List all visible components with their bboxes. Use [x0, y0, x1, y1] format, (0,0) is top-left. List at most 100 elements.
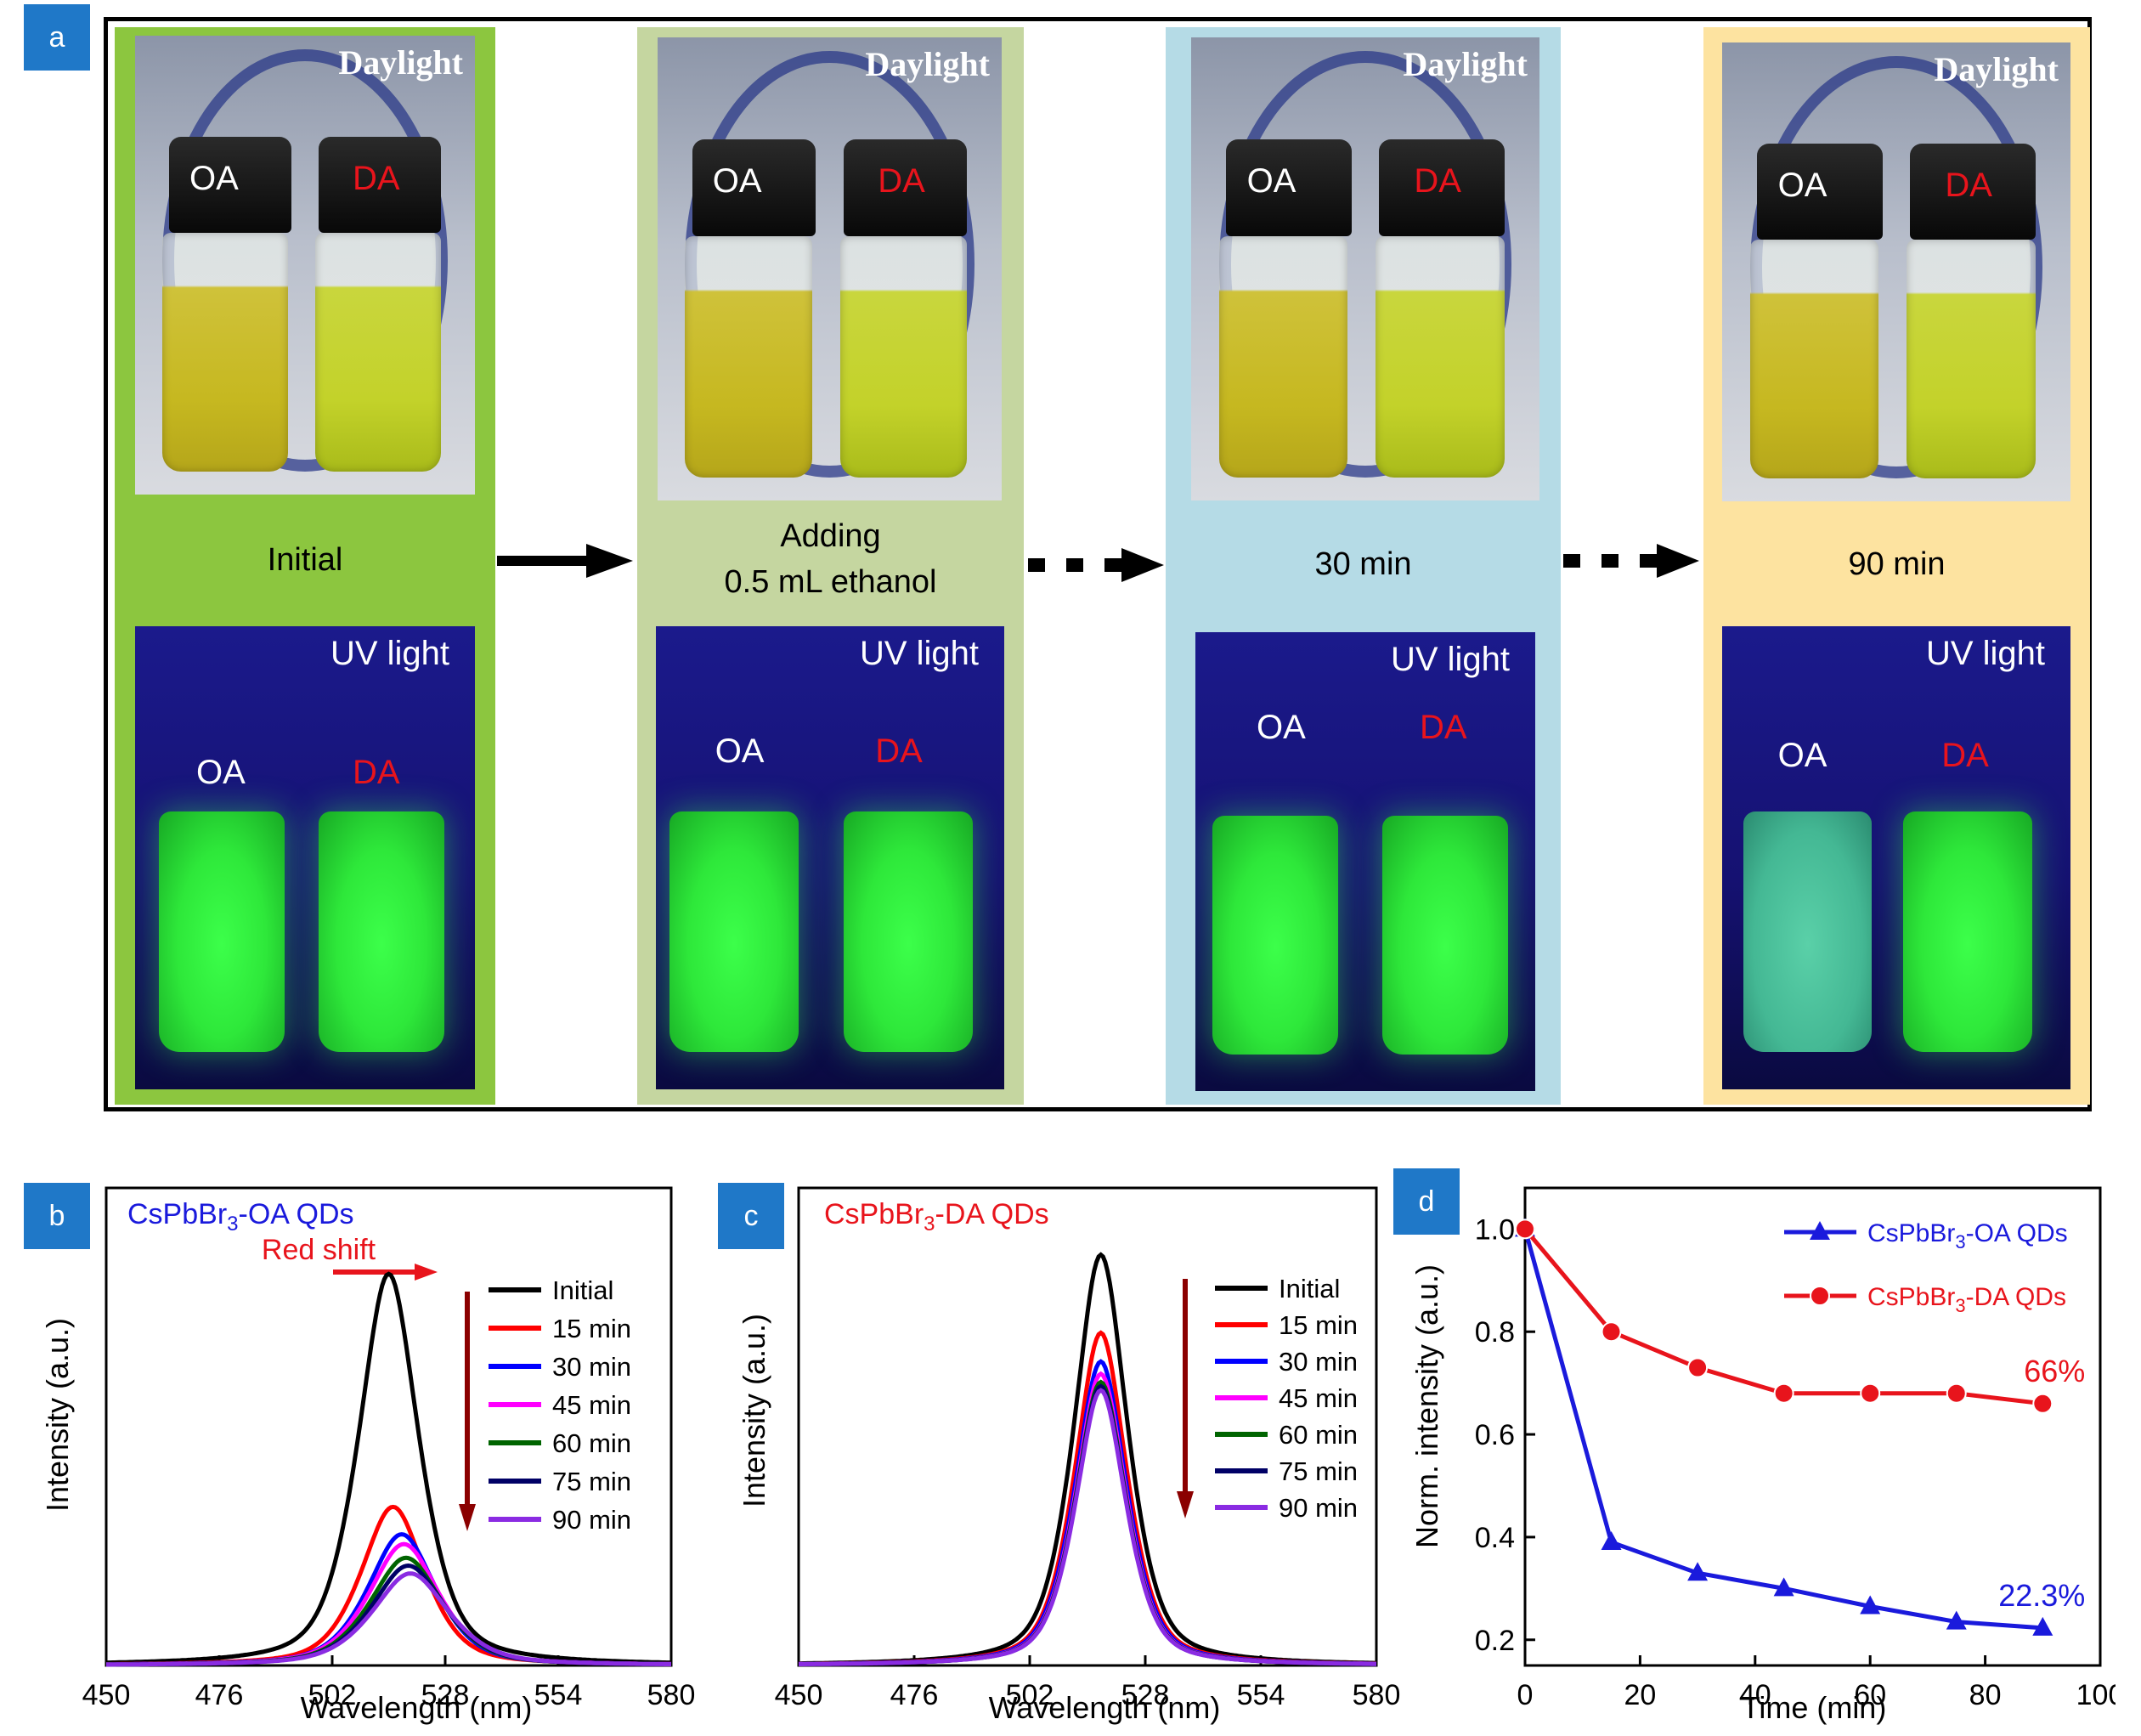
chart-d-ylabel: Norm. intensity (a.u.) [1409, 1264, 1444, 1548]
chart-b-series-line [106, 1563, 671, 1667]
chart-c-pl-spectra: Intensity (a.u.) Wavelength (nm) CsPbBr3… [737, 1186, 1400, 1725]
vial-label-da: DA [353, 159, 400, 197]
decrease-arrow-icon [1177, 1279, 1194, 1518]
chart-d-point [1860, 1595, 1881, 1614]
vial-da-icon [1376, 236, 1505, 478]
chart-c-legend-label: 90 min [1279, 1493, 1358, 1523]
vial-cap-icon [692, 139, 816, 237]
vial-oa-icon [685, 236, 813, 478]
uv-light-label: UV light [330, 635, 449, 672]
uv-vial-da-icon [1382, 816, 1508, 1055]
chart-d-point [1773, 1383, 1794, 1404]
chart-c-plot-frame [797, 1186, 1378, 1667]
vial-oa-icon [162, 233, 288, 472]
chart-c-xtick-label: 476 [890, 1679, 939, 1711]
chart-c-legend-label: Initial [1279, 1274, 1340, 1303]
decrease-arrow-icon [459, 1292, 476, 1531]
chart-c-legend-label: 45 min [1279, 1383, 1358, 1413]
chart-d-point [2032, 1393, 2053, 1414]
daylight-photo: OA DA Daylight [135, 36, 475, 495]
uv-label-oa: OA [196, 754, 246, 791]
chart-d-xtick-label: 100 [2076, 1679, 2116, 1711]
chart-b-series-line [106, 1541, 671, 1667]
daylight-label: Daylight [865, 45, 990, 83]
daylight-photo: OA DA Daylight [1191, 37, 1539, 500]
chart-b-legend-label: 75 min [552, 1467, 631, 1496]
daylight-label: Daylight [1403, 45, 1528, 83]
stage-initial: OA DA Daylight Initial UV light OA DA [115, 27, 495, 1105]
chart-d-point [1946, 1383, 1967, 1404]
uv-photo: UV light OA DA [1195, 632, 1535, 1091]
chart-d-ytick-label: 0.8 [1475, 1316, 1515, 1349]
vial-cap-icon [1379, 139, 1505, 237]
chart-d-point [1601, 1530, 1622, 1550]
uv-vial-da-icon [319, 811, 444, 1053]
uv-vial-oa-icon [159, 811, 285, 1053]
stage-30-min: OA DA Daylight 30 min UV light OA DA [1166, 27, 1561, 1105]
chart-c-legend-label: 60 min [1279, 1420, 1358, 1450]
red-shift-arrow-icon [333, 1264, 438, 1281]
chart-d-ytick-label: 0.2 [1475, 1625, 1515, 1657]
vial-cap-icon [1226, 139, 1352, 237]
chart-c-xtick-label: 450 [775, 1679, 823, 1711]
stage-adding-ethanol: OA DA Daylight Adding 0.5 mL ethanol UV … [637, 27, 1024, 1105]
chart-d-xtick-label: 20 [1624, 1679, 1656, 1711]
chart-d-legend-label: CsPbBr3-DA QDs [1867, 1283, 2066, 1316]
chart-d-xtick-label: 40 [1739, 1679, 1771, 1711]
chart-b-title: CsPbBr3-OA QDs [127, 1198, 354, 1236]
vial-oa-icon [1749, 240, 1879, 478]
uv-label-oa: OA [715, 732, 765, 770]
daylight-label: Daylight [1934, 50, 2059, 88]
chart-b-xtick-label: 450 [82, 1679, 131, 1711]
vial-da-icon [1907, 240, 2036, 478]
chart-c-xtick-label: 528 [1121, 1679, 1170, 1711]
vial-label-oa: OA [712, 162, 762, 201]
uv-photo: UV light OA DA [1722, 626, 2070, 1089]
dotted-arrow-icon [1028, 548, 1164, 582]
chart-d-point [1860, 1383, 1881, 1404]
stage-90-min: OA DA Daylight 90 min UV light OA DA [1703, 27, 2090, 1105]
chart-d-legend-marker [1810, 1221, 1830, 1240]
chart-b-series-line [106, 1555, 671, 1667]
vial-da-icon [315, 233, 441, 472]
chart-d-point [1687, 1562, 1709, 1581]
chart-b-plot-frame [105, 1186, 673, 1667]
vial-cap-icon [843, 139, 968, 237]
chart-b-xtick-label: 554 [534, 1679, 583, 1711]
vial-cap-icon [319, 136, 441, 234]
stage-caption: 30 min [1166, 541, 1561, 587]
chart-c-legend-label: 75 min [1279, 1456, 1358, 1486]
chart-b-legend-label: 45 min [552, 1390, 631, 1420]
chart-b-pl-spectra: Intensity (a.u.) Wavelength (nm) CsPbBr3… [40, 1186, 695, 1725]
chart-b-series-line [106, 1571, 671, 1667]
chart-b-legend-label: 15 min [552, 1314, 631, 1343]
chart-c-xlabel: Wavelength (nm) [989, 1690, 1221, 1725]
vial-label-oa: OA [189, 159, 239, 197]
caption-line: Initial [267, 542, 343, 578]
vial-label-oa: OA [1777, 166, 1827, 204]
chart-c-xtick-label: 554 [1237, 1679, 1285, 1711]
stage-caption: Adding 0.5 mL ethanol [637, 513, 1024, 605]
daylight-label: Daylight [338, 43, 463, 82]
chart-c-xtick-label: 502 [1006, 1679, 1054, 1711]
chart-d-ytick-label: 0.4 [1475, 1522, 1515, 1554]
chart-c-title: CsPbBr3-DA QDs [824, 1198, 1049, 1236]
uv-label-da: DA [1420, 709, 1467, 746]
caption-line: Adding [780, 518, 881, 554]
uv-light-label: UV light [859, 635, 979, 672]
panel-tag-b: b [24, 1183, 90, 1249]
chart-c-series-line [799, 1388, 1376, 1666]
caption-line: 0.5 mL ethanol [724, 564, 937, 600]
panel-tag-d: d [1393, 1168, 1460, 1235]
chart-c-legend-label: 30 min [1279, 1347, 1358, 1377]
uv-vial-oa-icon [1212, 816, 1338, 1055]
uv-light-label: UV light [1390, 641, 1510, 678]
uv-label-da: DA [353, 754, 400, 791]
uv-photo: UV light OA DA [135, 626, 475, 1089]
vial-da-icon [839, 236, 968, 478]
chart-d-point [1687, 1357, 1709, 1378]
panel-tag-c: c [718, 1183, 784, 1249]
chart-b-series-line [105, 1271, 672, 1665]
uv-label-oa: OA [1257, 709, 1306, 746]
chart-d-legend-label: CsPbBr3-OA QDs [1867, 1219, 2068, 1253]
